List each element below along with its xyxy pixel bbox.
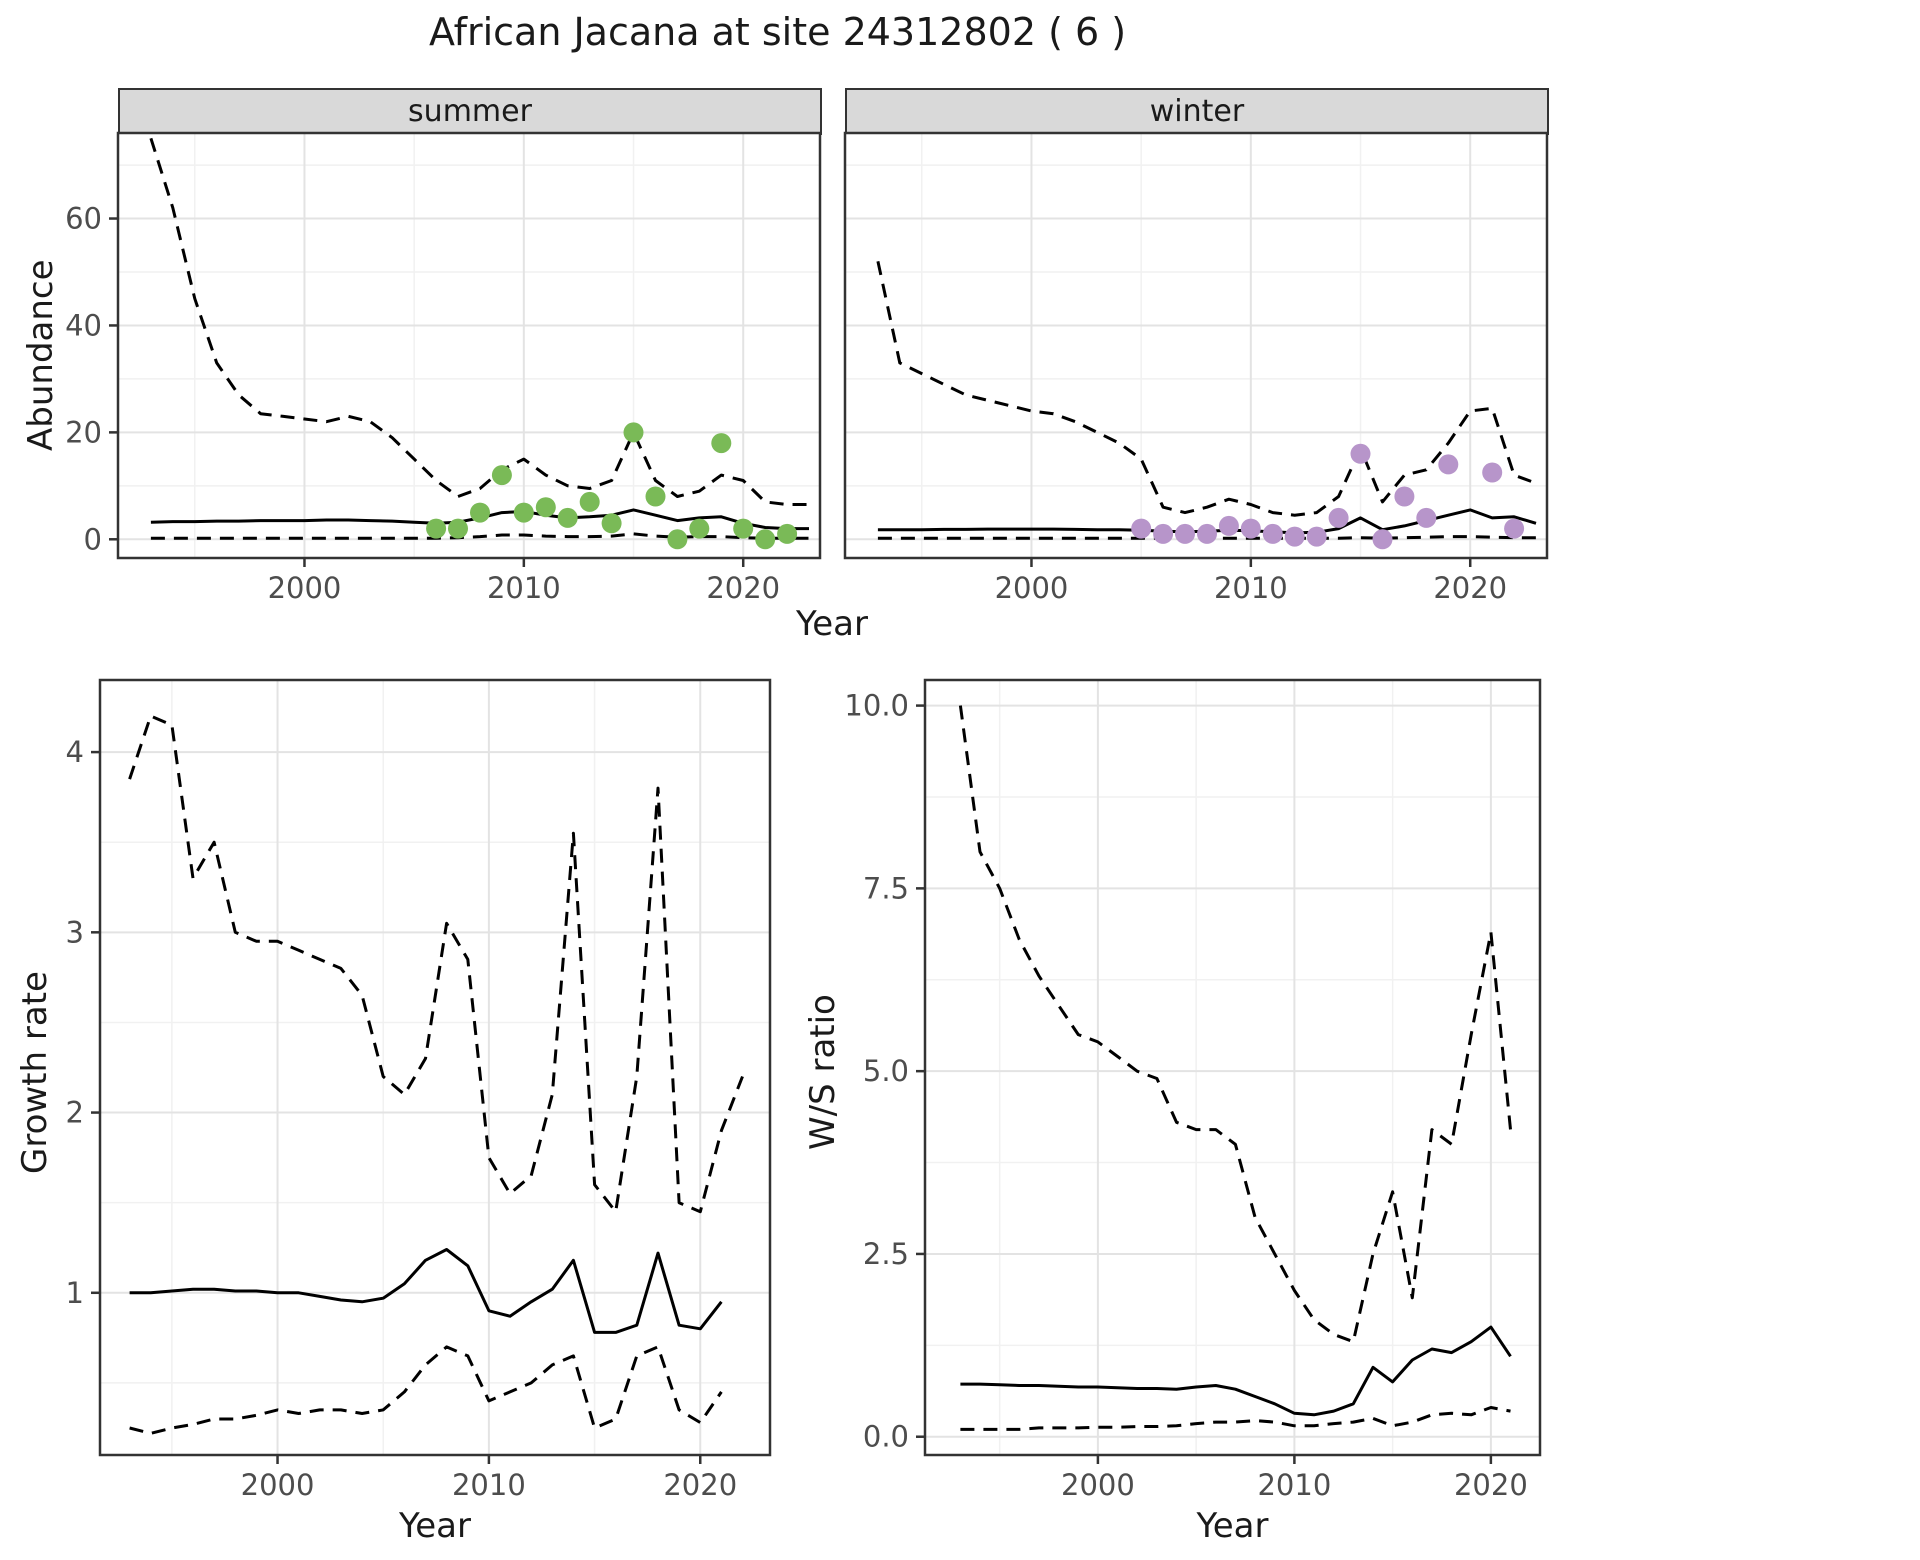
observed-winter-point <box>1175 523 1195 544</box>
panel-background <box>118 133 820 558</box>
observed-summer-point <box>623 422 644 443</box>
observed-winter-point <box>1153 523 1174 544</box>
y-tick-label: 1 <box>66 1276 84 1310</box>
observed-winter-point <box>1240 518 1261 539</box>
observed-winter-point <box>1482 462 1503 483</box>
y-tick-label: 20 <box>65 415 102 449</box>
y-tick-label: 40 <box>65 308 102 342</box>
y-tick-label: 5.0 <box>863 1054 909 1088</box>
ws-ratio-chart: 2000 2010 2020 0.0 2.5 5.0 7.5 10.0 <box>844 678 1542 1502</box>
x-axis-label-ws: Year <box>1196 1506 1269 1546</box>
median-fit-line <box>960 1325 1512 1417</box>
x-tick-label: 2010 <box>487 571 561 605</box>
x-tick-label: 2000 <box>268 571 342 605</box>
observed-summer-point <box>777 523 798 544</box>
y-tick-label: 3 <box>66 915 84 949</box>
observed-summer-point <box>645 486 666 507</box>
observed-summer-point <box>470 502 490 523</box>
x-tick-label: 2020 <box>1433 571 1507 605</box>
x-tick-label: 2020 <box>1454 1468 1528 1502</box>
winter-abundance-chart: 2000 2010 2020 <box>843 131 1549 605</box>
y-tick-label: 7.5 <box>863 871 909 905</box>
observed-winter-point <box>1416 507 1437 528</box>
x-tick-label: 2020 <box>663 1468 737 1502</box>
figure-title: African Jacana at site 24312802 ( 6 ) <box>428 10 1127 54</box>
observed-winter-point <box>1218 515 1239 536</box>
observed-summer-point <box>579 491 600 512</box>
facet-label-summer: summer <box>408 94 532 129</box>
observed-summer-point <box>557 507 578 528</box>
observed-summer-point <box>733 518 754 539</box>
y-tick-label: 0 <box>84 522 102 556</box>
observed-summer-point <box>601 513 622 534</box>
median-fit-line <box>129 1248 723 1334</box>
observed-winter-point <box>1438 454 1459 475</box>
panel-border <box>98 678 772 1457</box>
y-tick-label: 2 <box>66 1096 84 1130</box>
growth-rate-chart: 2000 2010 2020 1 2 3 4 <box>66 678 772 1502</box>
observed-summer-point <box>711 433 732 454</box>
panel-background <box>925 680 1540 1455</box>
observed-summer-point <box>689 518 710 539</box>
x-tick-label: 2000 <box>241 1468 315 1502</box>
y-tick-label: 2.5 <box>863 1237 909 1271</box>
facet-label-winter: winter <box>1149 94 1245 129</box>
lower-ci-line <box>129 1345 723 1435</box>
observed-winter-point <box>1262 523 1283 544</box>
upper-ci-line <box>958 705 1512 1344</box>
y-tick-label: 0.0 <box>863 1420 909 1454</box>
observed-summer-point <box>426 518 447 539</box>
upper-ci-line <box>876 260 1537 517</box>
upper-ci-line <box>128 714 744 1214</box>
observed-winter-point <box>1394 486 1415 507</box>
panel-background <box>845 133 1547 558</box>
observed-winter-point <box>1504 518 1525 539</box>
x-tick-label: 2020 <box>706 571 780 605</box>
observed-summer-point <box>491 465 512 486</box>
lower-ci-line <box>150 532 809 540</box>
observed-winter-point <box>1131 518 1152 539</box>
facet-strip-summer: summer <box>118 88 822 135</box>
observed-summer-point <box>667 529 688 550</box>
panel-border <box>923 678 1542 1457</box>
observed-winter-point <box>1372 529 1393 550</box>
observed-winter-point <box>1284 526 1305 547</box>
x-tick-label: 2010 <box>1214 571 1288 605</box>
x-tick-label: 2010 <box>1257 1468 1331 1502</box>
x-tick-label: 2000 <box>1061 1468 1135 1502</box>
y-tick-label: 4 <box>66 735 84 769</box>
observed-winter-point <box>1197 523 1217 544</box>
observed-summer-point <box>755 529 776 550</box>
observed-summer-point <box>448 518 468 539</box>
x-tick-label: 2000 <box>995 571 1069 605</box>
upper-ci-line <box>149 137 809 506</box>
panel-border <box>116 131 822 560</box>
x-axis-label-top: Year <box>796 604 868 644</box>
x-axis-label-growth: Year <box>399 1506 471 1546</box>
panel-background <box>100 680 770 1455</box>
y-tick-label: 10.0 <box>844 689 909 723</box>
observed-summer-point <box>513 502 534 523</box>
observed-winter-point <box>1306 526 1327 547</box>
observed-winter-point <box>1328 507 1349 528</box>
lower-ci-line <box>960 1406 1511 1431</box>
summer-abundance-chart: 2000 2010 2020 0 20 40 60 <box>65 131 822 605</box>
panel-border <box>843 131 1549 560</box>
observed-winter-point <box>1350 443 1371 464</box>
x-tick-label: 2010 <box>452 1468 526 1502</box>
observed-summer-point <box>535 497 556 518</box>
y-tick-label: 60 <box>65 202 102 236</box>
